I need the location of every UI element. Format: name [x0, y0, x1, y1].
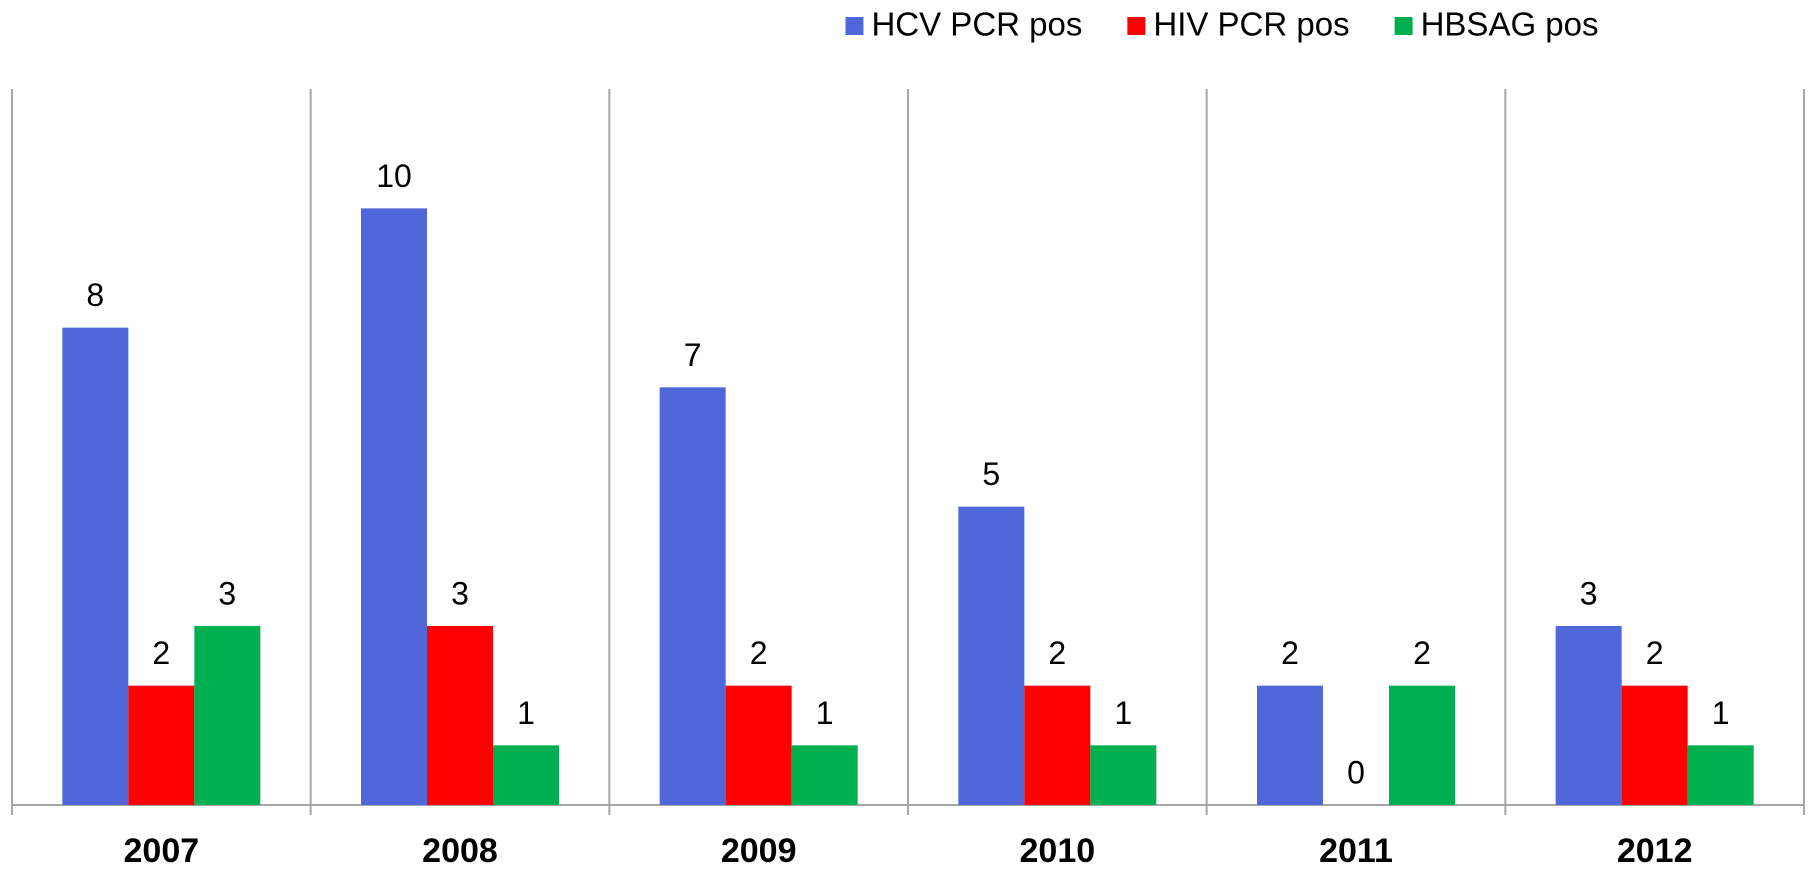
data-label: 1 — [1114, 695, 1132, 731]
bar — [1555, 626, 1622, 805]
data-label: 8 — [86, 277, 104, 313]
data-label: 1 — [1712, 695, 1730, 731]
x-tick-label: 2008 — [422, 832, 498, 870]
bar — [1090, 745, 1157, 805]
bar — [791, 745, 858, 805]
data-label: 3 — [218, 575, 236, 611]
data-label: 2 — [1646, 635, 1664, 671]
data-label: 1 — [816, 695, 834, 731]
data-label: 1 — [517, 695, 535, 731]
bar — [128, 685, 195, 805]
bar — [427, 626, 493, 805]
bar — [194, 626, 261, 805]
data-label: 3 — [451, 575, 469, 611]
x-tick-label: 2011 — [1319, 832, 1393, 870]
data-label: 2 — [1413, 635, 1431, 671]
data-label: 3 — [1580, 575, 1598, 611]
bar — [725, 685, 792, 805]
legend-swatch — [1127, 17, 1146, 35]
bar — [493, 745, 559, 805]
data-label: 5 — [982, 456, 1000, 492]
data-label: 0 — [1347, 754, 1365, 790]
bar — [1389, 685, 1455, 805]
bar — [62, 327, 129, 805]
bar — [1024, 685, 1091, 805]
legend-label: HCV PCR pos — [871, 6, 1082, 43]
bar — [361, 208, 427, 806]
legend-swatch — [845, 17, 864, 35]
x-tick-label: 2012 — [1617, 832, 1693, 870]
data-label: 2 — [750, 635, 768, 671]
x-tick-label: 2007 — [124, 832, 200, 870]
data-label: 10 — [376, 158, 412, 194]
bar — [1257, 685, 1323, 805]
legend-swatch — [1394, 17, 1413, 35]
bar — [1621, 685, 1688, 805]
bar — [958, 506, 1025, 805]
data-label: 2 — [1281, 635, 1299, 671]
data-label: 2 — [152, 635, 170, 671]
data-label: 2 — [1048, 635, 1066, 671]
legend-label: HIV PCR pos — [1153, 6, 1349, 43]
legend-label: HBSAG pos — [1421, 6, 1599, 43]
bar — [1687, 745, 1754, 805]
data-label: 7 — [684, 337, 702, 373]
x-tick-label: 2009 — [721, 832, 797, 870]
x-tick-label: 2010 — [1020, 832, 1096, 870]
bar — [659, 387, 726, 805]
